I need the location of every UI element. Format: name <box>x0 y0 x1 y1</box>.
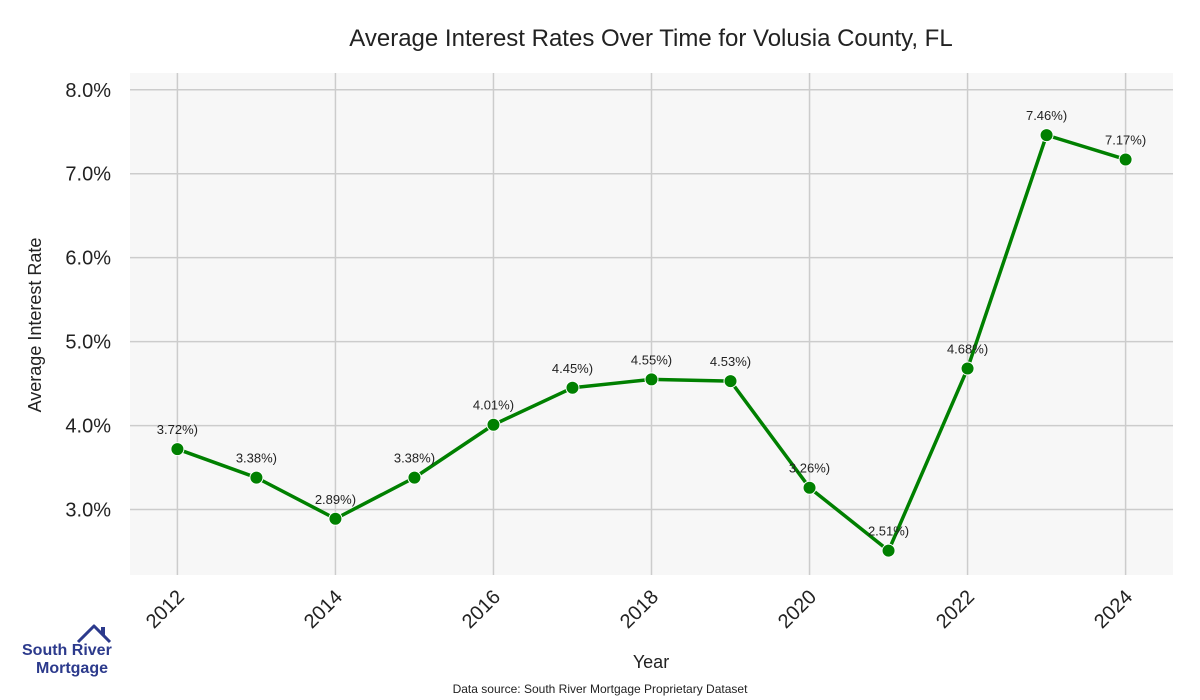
chart-title: Average Interest Rates Over Time for Vol… <box>349 25 952 52</box>
y-tick-label: 6.0% <box>65 248 111 270</box>
data-point-marker <box>881 543 896 558</box>
y-tick-label: 4.0% <box>65 416 111 438</box>
data-label: 4.68%) <box>947 341 988 356</box>
y-tick-label: 7.0% <box>65 164 111 186</box>
data-label: 2.89%) <box>315 492 356 507</box>
x-tick-label: 2024 <box>1090 586 1137 633</box>
house-roof-icon <box>76 624 112 644</box>
y-tick-labels: 3.0% 4.0% 5.0% 6.0% 7.0% 8.0% <box>65 80 111 522</box>
data-point-marker <box>565 380 580 395</box>
data-point-marker <box>1118 152 1133 167</box>
data-label: 4.45%) <box>552 361 593 376</box>
x-tick-label: 2020 <box>774 586 821 633</box>
x-tick-label: 2022 <box>932 586 979 633</box>
x-tick-label: 2016 <box>458 586 505 633</box>
data-label: 3.38%) <box>236 451 277 466</box>
data-point-marker <box>407 470 422 485</box>
data-label: 7.46%) <box>1026 108 1067 123</box>
markers <box>170 128 1133 558</box>
x-axis-label: Year <box>633 652 669 672</box>
y-tick-label: 5.0% <box>65 332 111 354</box>
data-point-marker <box>170 442 185 457</box>
data-point-marker <box>960 361 975 376</box>
x-tick-label: 2014 <box>300 586 347 633</box>
logo-text-line2: Mortgage <box>36 660 108 677</box>
logo-text-line1: South River <box>22 642 112 659</box>
data-label: 2.51%) <box>868 524 909 539</box>
x-tick-label: 2012 <box>142 586 189 633</box>
data-label: 7.17%) <box>1105 132 1146 147</box>
south-river-mortgage-logo: South River Mortgage <box>22 622 118 680</box>
data-point-marker <box>1039 128 1054 143</box>
y-tick-label: 8.0% <box>65 80 111 102</box>
data-point-marker <box>723 374 738 389</box>
y-tick-label: 3.0% <box>65 500 111 522</box>
data-label: 3.72%) <box>157 422 198 437</box>
y-axis-label: Average Interest Rate <box>25 238 45 413</box>
data-label: 4.53%) <box>710 354 751 369</box>
data-point-marker <box>644 372 659 387</box>
data-point-marker <box>249 470 264 485</box>
x-tick-label: 2018 <box>616 586 663 633</box>
data-label: 4.01%) <box>473 398 514 413</box>
data-labels: 3.72%) 3.38%) 2.89%) 3.38%) 4.01%) 4.45%) 4.55… <box>157 108 1146 539</box>
x-tick-labels: 2012 2014 2016 2018 2020 2022 2024 <box>142 586 1137 633</box>
data-label: 3.26%) <box>789 461 830 476</box>
data-point-marker <box>802 480 817 495</box>
data-source-note: Data source: South River Mortgage Propri… <box>453 682 748 696</box>
data-point-marker <box>328 511 343 526</box>
data-label: 3.38%) <box>394 451 435 466</box>
data-label: 4.55%) <box>631 352 672 367</box>
data-point-marker <box>486 417 501 432</box>
